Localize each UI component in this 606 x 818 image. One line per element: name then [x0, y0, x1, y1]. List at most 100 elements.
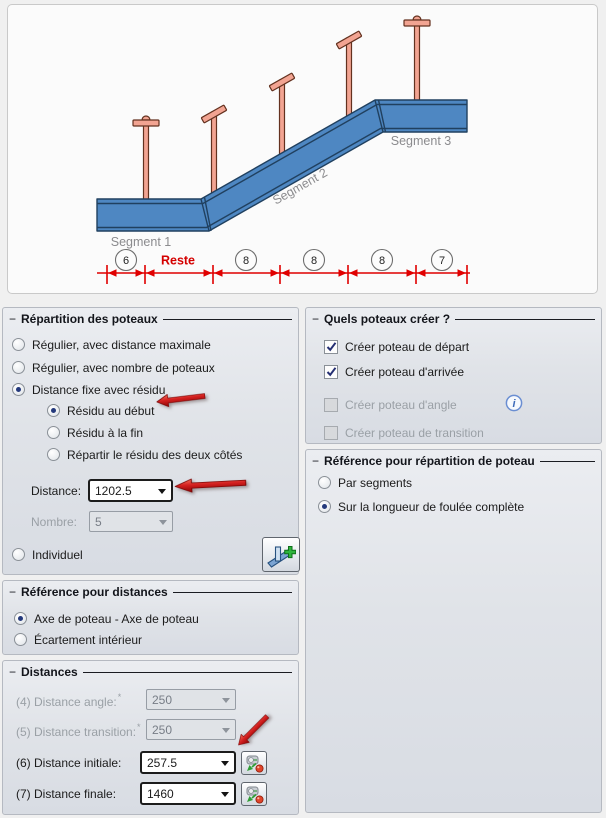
info-icon[interactable]: i — [505, 394, 523, 415]
distance-finale-combobox[interactable]: 1460 — [140, 782, 236, 805]
dimension-circles — [114, 248, 454, 272]
radio-icon[interactable] — [12, 548, 25, 561]
radio-icon[interactable] — [47, 448, 60, 461]
checkbox-unchecked-icon — [324, 425, 338, 440]
radio-label: Distance fixe avec résidu — [32, 382, 166, 397]
staircase-preview-drawing: Segment 1 Segment 2 Segment 3 6 8 8 8 7 … — [96, 15, 470, 284]
radio-par-segments[interactable]: Par segments — [318, 475, 412, 490]
radio-icon[interactable] — [318, 476, 331, 489]
title-rule — [162, 319, 292, 320]
radio-distance-fixe-residu[interactable]: Distance fixe avec résidu — [12, 382, 165, 397]
dim-number-8b: 8 — [311, 255, 317, 267]
checkbox-creer-poteau-arrivee[interactable]: Créer poteau d'arrivée — [324, 364, 464, 379]
radio-icon[interactable] — [14, 612, 27, 625]
post-icons — [132, 15, 431, 206]
radio-icon[interactable] — [12, 383, 25, 396]
radio-longueur-foulee-complete[interactable]: Sur la longueur de foulée complète — [318, 499, 524, 514]
required-asterisk: * — [117, 692, 122, 702]
add-post-icon — [267, 545, 296, 568]
radio-label: Répartir le résidu des deux côtés — [67, 447, 243, 462]
annotation-arrow-distance-initiale — [238, 714, 270, 746]
collapse-icon[interactable] — [9, 312, 16, 326]
radio-label: Résidu au début — [67, 403, 155, 418]
measure-distance-initiale-button[interactable] — [241, 751, 267, 775]
checkbox-checked-icon[interactable] — [324, 339, 338, 354]
chevron-down-icon[interactable] — [221, 791, 229, 797]
annotation-arrow-residu-debut — [156, 393, 206, 407]
group-quels-poteaux-creer: Quels poteaux créer ? Créer poteau de dé… — [305, 307, 602, 444]
group-title: Distances — [21, 665, 78, 679]
radio-icon[interactable] — [14, 633, 27, 646]
collapse-icon[interactable] — [312, 454, 319, 468]
info-icon-glyph: i — [512, 398, 516, 410]
checkbox-label: Créer poteau d'arrivée — [345, 364, 465, 379]
chevron-down-icon[interactable] — [221, 760, 229, 766]
radio-icon[interactable] — [47, 426, 60, 439]
checkbox-creer-poteau-transition: Créer poteau de transition — [324, 425, 484, 440]
title-rule — [172, 592, 292, 593]
distance-transition-combobox: 250 — [146, 719, 236, 740]
radio-label: Résidu à la fin — [67, 425, 144, 440]
dim-number-7: 7 — [439, 255, 445, 267]
collapse-icon[interactable] — [9, 665, 16, 679]
radio-regulier-distance-max[interactable]: Régulier, avec distance maximale — [12, 337, 211, 352]
checkbox-creer-poteau-angle: Créer poteau d'angle — [324, 397, 457, 412]
measure-distance-finale-button[interactable] — [241, 782, 267, 806]
chevron-down-icon — [222, 697, 230, 703]
checkbox-checked-icon[interactable] — [324, 364, 338, 379]
distance-label: Distance: — [31, 484, 82, 498]
distance-value: 1202.5 — [95, 483, 132, 498]
segment1-label: Segment 1 — [111, 235, 172, 249]
required-asterisk: * — [137, 722, 141, 732]
combo-value: 250 — [152, 692, 173, 707]
combo-value: 1460 — [147, 786, 174, 801]
distance-finale-label: (7) Distance finale: — [16, 787, 117, 801]
radio-axe-de-poteau[interactable]: Axe de poteau - Axe de poteau — [14, 611, 199, 626]
checkbox-creer-poteau-depart[interactable]: Créer poteau de départ — [324, 339, 469, 354]
distance-initiale-combobox[interactable]: 257.5 — [140, 751, 236, 774]
radio-individuel[interactable]: Individuel — [12, 547, 83, 562]
measure-pick-icon — [246, 786, 263, 803]
title-rule — [82, 672, 292, 673]
distance-transition-label: (5) Distance transition:* — [16, 722, 141, 739]
distance-combobox[interactable]: 1202.5 — [88, 479, 173, 502]
collapse-icon[interactable] — [9, 585, 16, 599]
radio-label: Écartement intérieur — [34, 632, 143, 647]
radio-label: Régulier, avec distance maximale — [32, 337, 211, 352]
group-title: Référence pour distances — [21, 585, 168, 599]
distance-angle-label: (4) Distance angle:* — [16, 692, 122, 709]
chevron-down-icon — [222, 727, 230, 733]
checkbox-unchecked-icon — [324, 397, 338, 412]
collapse-icon[interactable] — [312, 312, 319, 326]
combo-value: 250 — [152, 722, 173, 737]
radio-ecartement-interieur[interactable]: Écartement intérieur — [14, 632, 142, 647]
radio-residu-au-debut[interactable]: Résidu au début — [47, 403, 154, 418]
chevron-down-icon — [159, 519, 167, 525]
label-text: (4) Distance angle: — [16, 695, 117, 709]
add-individual-post-button[interactable] — [262, 537, 300, 572]
dimension-arrowheads — [108, 269, 466, 277]
title-rule — [455, 319, 595, 320]
radio-residu-a-la-fin[interactable]: Résidu à la fin — [47, 425, 143, 440]
radio-label: Sur la longueur de foulée complète — [338, 499, 525, 514]
group-reference-pour-distances: Référence pour distances Axe de poteau -… — [2, 580, 299, 655]
chevron-down-icon[interactable] — [158, 488, 166, 494]
radio-icon[interactable] — [12, 361, 25, 374]
group-title: Quels poteaux créer ? — [324, 312, 451, 326]
group-title: Référence pour répartition de poteau — [324, 454, 535, 468]
radio-label: Axe de poteau - Axe de poteau — [34, 611, 199, 626]
radio-repartir-residu-deux-cotes[interactable]: Répartir le résidu des deux côtés — [47, 447, 242, 462]
radio-icon[interactable] — [47, 404, 60, 417]
reste-label: Reste — [161, 254, 195, 268]
radio-label: Par segments — [338, 475, 413, 490]
checkbox-label: Créer poteau de transition — [345, 425, 484, 440]
radio-icon[interactable] — [318, 500, 331, 513]
radio-label: Régulier, avec nombre de poteaux — [32, 360, 215, 375]
annotation-arrow-distance — [174, 478, 247, 493]
radio-icon[interactable] — [12, 338, 25, 351]
radio-regulier-nombre[interactable]: Régulier, avec nombre de poteaux — [12, 360, 215, 375]
distance-angle-combobox: 250 — [146, 689, 236, 710]
dim-number-6: 6 — [123, 255, 129, 267]
label-text: (5) Distance transition: — [16, 725, 137, 739]
